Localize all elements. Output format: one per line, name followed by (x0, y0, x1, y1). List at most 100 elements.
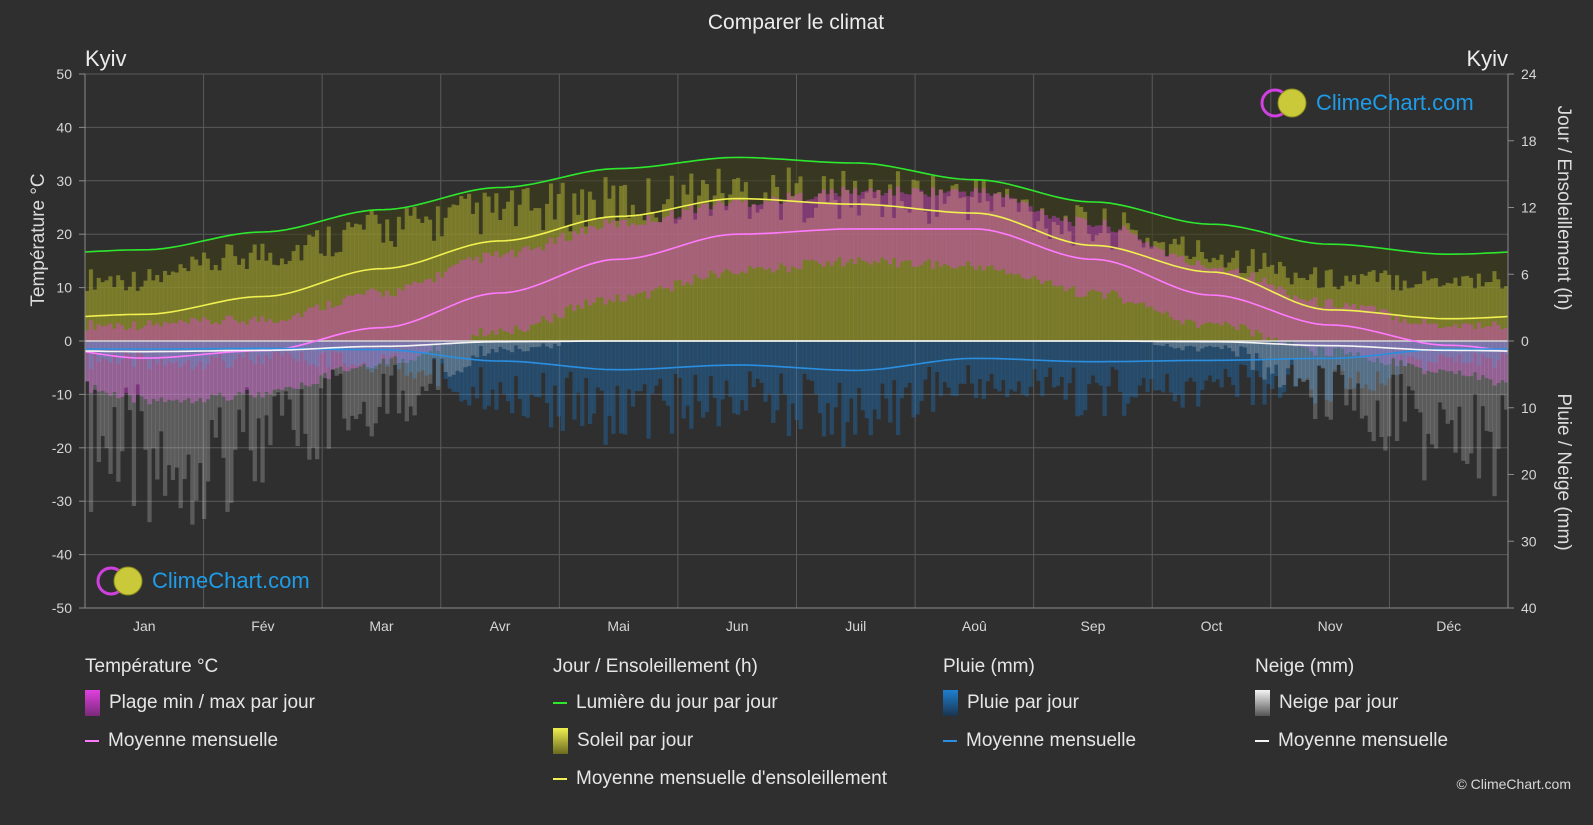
temp-range-bar (911, 188, 916, 267)
temp-range-bar (135, 330, 140, 395)
daylight-bar (1262, 232, 1267, 341)
daylight-bar (720, 157, 725, 341)
temp-range-swatch (85, 690, 100, 716)
temp-range-bar (821, 189, 827, 267)
daylight-bar (1196, 223, 1201, 341)
rain-bar (529, 341, 534, 394)
sunshine-bar (1098, 233, 1103, 341)
sunshine-bar (716, 168, 721, 341)
sunshine-bar (1235, 250, 1240, 341)
rain-bar (860, 341, 866, 411)
daylight-bar (1371, 247, 1376, 341)
daylight-bar (1203, 224, 1209, 341)
sunshine-bar (334, 252, 339, 341)
temp-range-bar (685, 210, 690, 283)
snow-bar (420, 341, 425, 387)
sunshine-bar (1036, 221, 1041, 341)
snow-bar (513, 341, 519, 346)
daylight-bar (693, 160, 698, 341)
sunshine-bar (724, 210, 729, 341)
rain-bar (1063, 341, 1068, 400)
sunshine-bar (1110, 249, 1115, 341)
logo-bottom[interactable]: ClimeChart.com (96, 564, 310, 598)
rain-bar (1430, 341, 1435, 363)
rain-bar (482, 341, 487, 410)
snow-bar (1465, 341, 1470, 464)
temp-range-bar (1277, 286, 1283, 345)
snow-bar (1266, 341, 1271, 368)
temp-range-bar (568, 240, 573, 305)
snow-bar (1469, 341, 1474, 454)
rain-bar (1207, 341, 1213, 376)
temp-range-bar (330, 307, 335, 370)
sunshine-bar (342, 229, 347, 341)
daylight-bar (1336, 244, 1341, 341)
sunshine-bar (396, 216, 402, 341)
snow-bar (1375, 341, 1380, 401)
right-axis-top-label: Jour / Ensoleillement (h) (1553, 106, 1574, 311)
temp-range-bar (712, 204, 717, 274)
logo-top[interactable]: ClimeChart.com (1260, 86, 1474, 120)
sunshine-bar (541, 230, 546, 341)
sunshine-bar (439, 236, 445, 341)
rain-bar (147, 341, 152, 370)
rain-bar (104, 341, 109, 360)
snow-bar (1433, 341, 1439, 449)
rain-bar (213, 341, 218, 359)
temp-range-bar (264, 321, 269, 393)
daylight-bar (1426, 253, 1431, 341)
daylight-bar (1192, 222, 1197, 341)
snow-bar (428, 341, 433, 384)
sunshine-bar (104, 280, 109, 341)
temp-range-bar (279, 319, 285, 391)
daylight-bar (591, 170, 597, 341)
sunshine-bar (1106, 233, 1111, 341)
sunshine-bar (938, 189, 944, 341)
rain-bar (661, 341, 667, 401)
daylight-bar (642, 167, 647, 341)
temp-range-bar (564, 240, 569, 308)
snow-bar (467, 341, 472, 367)
rain-bar (580, 341, 585, 426)
daylight-bar (989, 180, 994, 341)
daylight-bar (638, 167, 643, 341)
snow-bar (209, 341, 215, 421)
rain-bar (541, 341, 546, 373)
sunshine-bar (985, 201, 990, 341)
sunshine-bar (1192, 256, 1197, 341)
daylight-bar (1137, 209, 1142, 341)
temp-range-bar (603, 219, 608, 305)
sunshine-bar (486, 196, 491, 341)
daylight-line (84, 156, 1509, 255)
sunshine-bar (798, 176, 803, 341)
daylight-bar (116, 250, 121, 341)
rain-bar (357, 341, 363, 365)
daylight-bar (806, 161, 811, 341)
temp-range-bar (127, 328, 133, 396)
sunshine-bar (1363, 275, 1369, 341)
sunshine-bar (1332, 286, 1337, 341)
daylight-bar (264, 231, 269, 341)
daylight-bar (1324, 244, 1330, 341)
rain-bar (1352, 341, 1357, 389)
rain-bar (700, 341, 706, 418)
sunshine-bar (1465, 275, 1470, 341)
daylight-bar (283, 229, 289, 341)
sunshine-bar (182, 268, 187, 341)
daylight-bar (716, 158, 721, 341)
temp-range-bar (112, 328, 117, 392)
rain-bar (630, 341, 636, 407)
temp-range-bar (1406, 323, 1411, 364)
rain-bar (474, 341, 480, 399)
rain-bar (1036, 341, 1041, 382)
snow-bar (506, 341, 511, 351)
daylight-bar (190, 243, 195, 341)
temp-range-bar (225, 315, 230, 401)
sunshine-bar (229, 244, 234, 341)
sunshine-bar (954, 183, 959, 341)
snow-bar (1184, 341, 1189, 347)
snow-bar (92, 341, 98, 390)
sunshine-bar (537, 208, 542, 341)
daylight-bar (147, 249, 152, 341)
sunshine-bar (318, 253, 324, 341)
